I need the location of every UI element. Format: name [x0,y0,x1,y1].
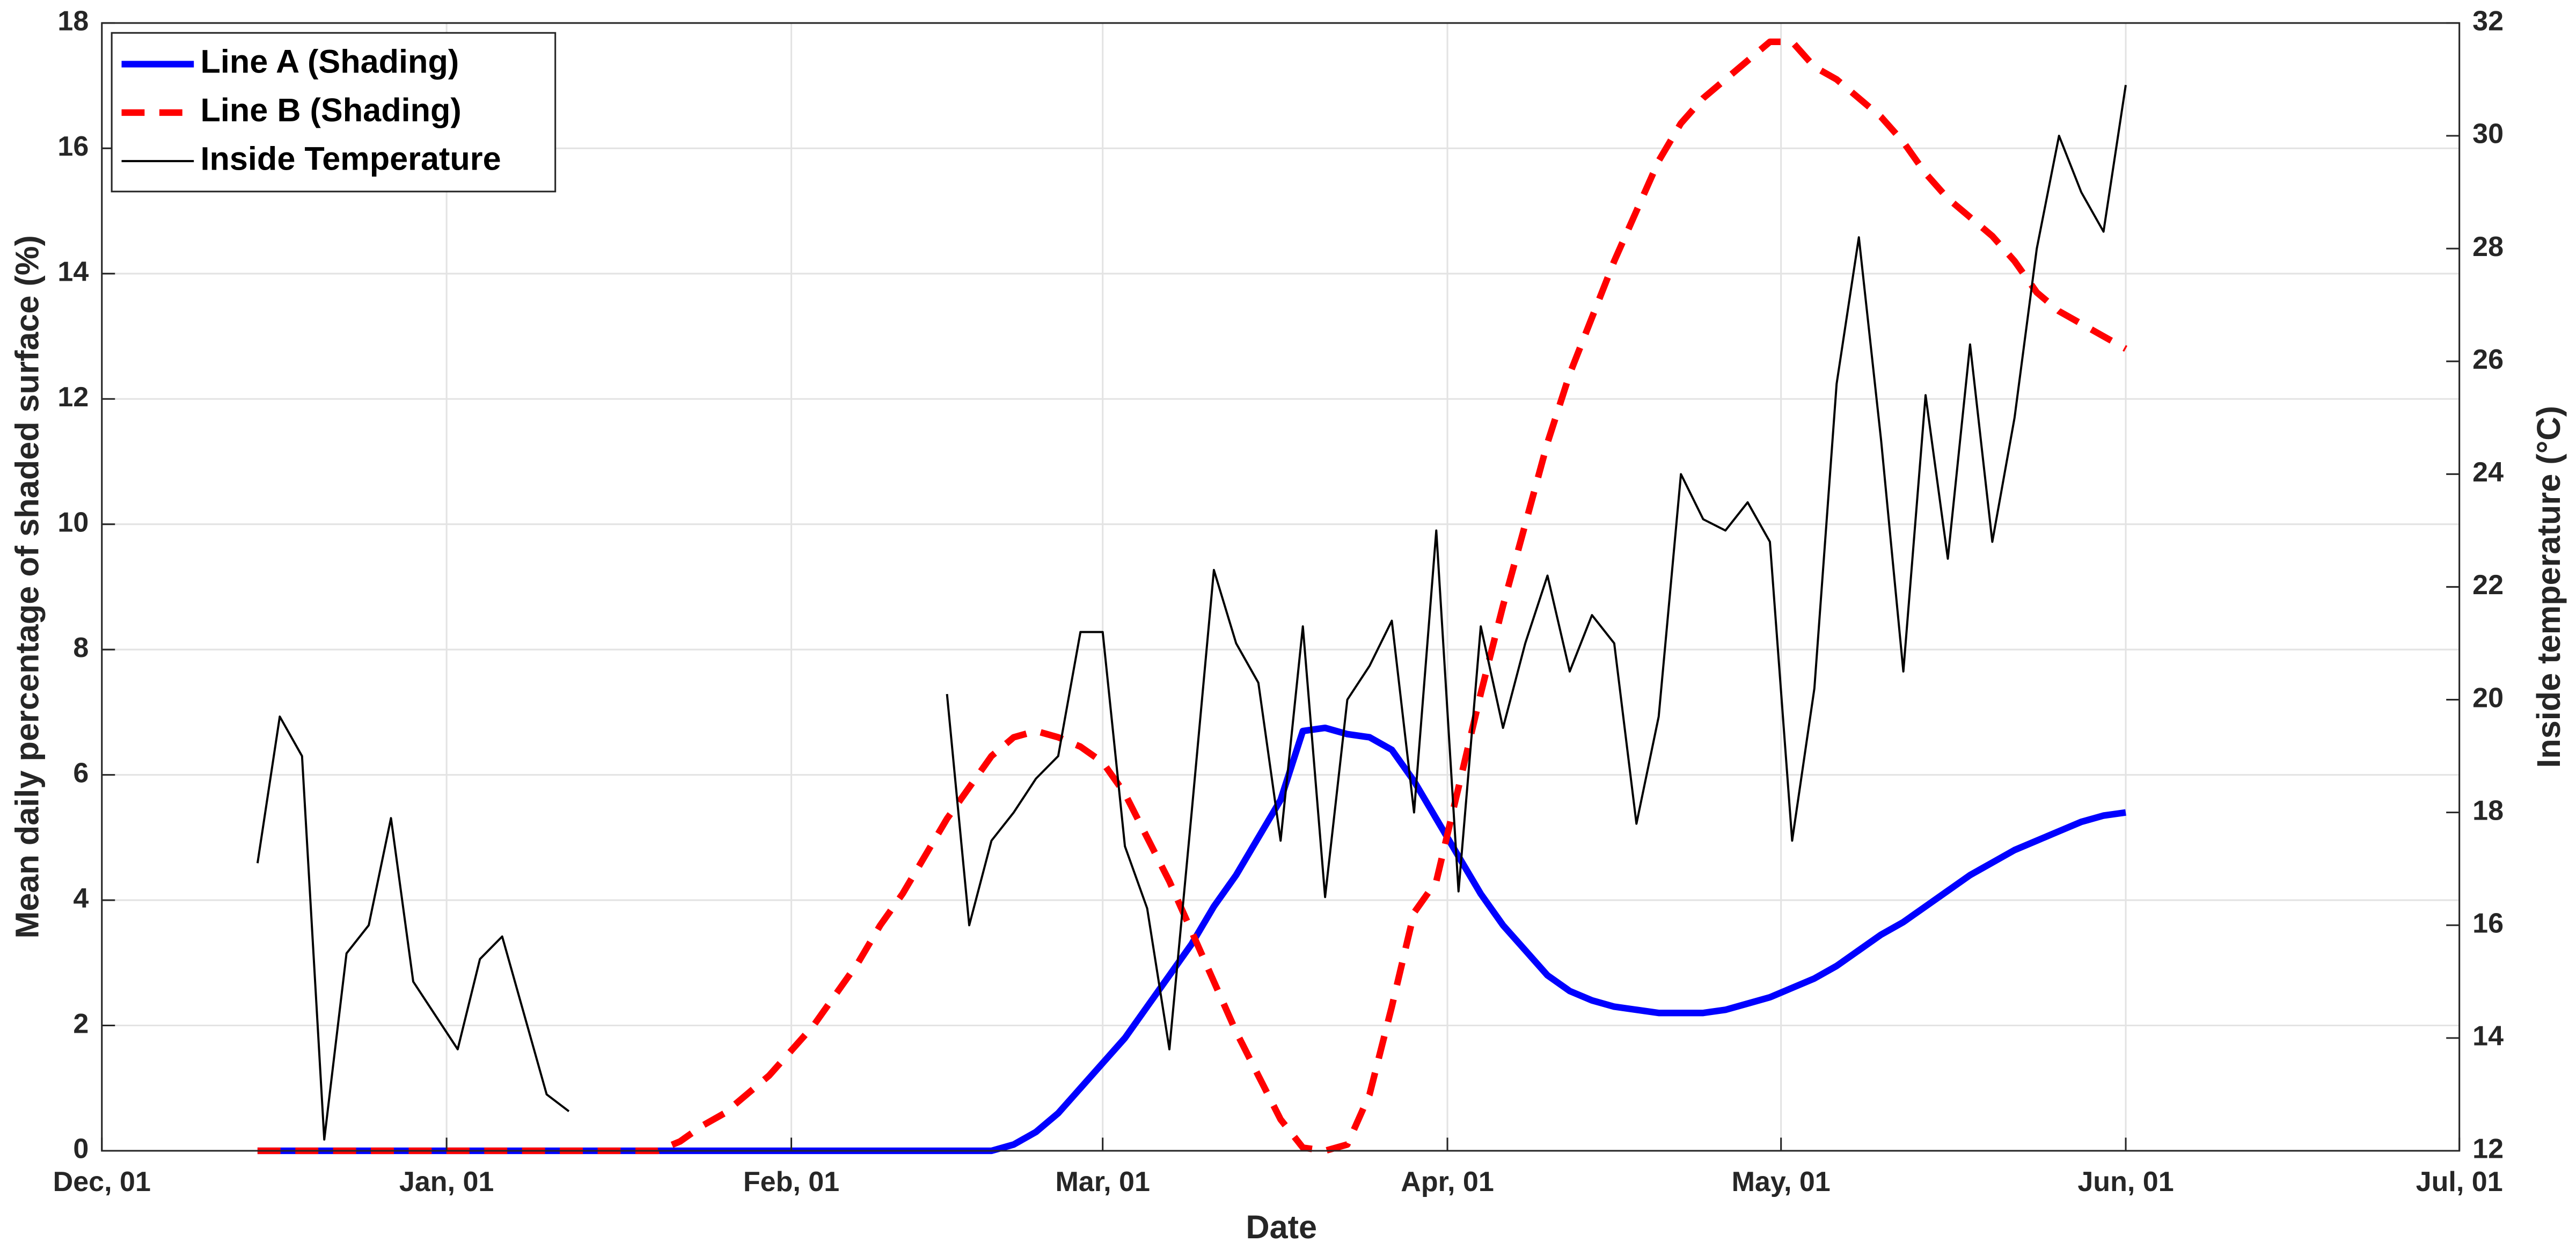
y2-tick-label: 22 [2472,569,2504,601]
x-tick-label: Jul, 01 [2416,1166,2503,1197]
plot-area [101,23,2460,1151]
y-tick-label: 10 [57,507,89,538]
y-axis-label: Mean daily percentage of shaded surface … [9,235,45,938]
legend-label: Inside Temperature [200,140,501,177]
y2-tick-label: 28 [2472,231,2504,262]
series-line [256,85,2127,1141]
legend-box [111,32,557,193]
y2-tick-label: 32 [2472,6,2504,37]
y2-tick-label: 30 [2472,119,2504,150]
x-tick-label: Feb, 01 [743,1166,839,1197]
y2-tick-label: 24 [2472,457,2504,488]
legend-label: Line B (Shading) [200,92,461,128]
y2-axis-label: Inside temperature (°C) [2530,406,2567,768]
x-tick-label: May, 01 [1732,1166,1831,1197]
legend-label: Line A (Shading) [200,43,459,80]
y-tick-label: 12 [57,382,89,413]
y2-tick-label: 16 [2472,908,2504,939]
y2-tick-label: 14 [2472,1021,2504,1052]
y-tick-label: 6 [73,757,89,788]
y-tick-label: 4 [73,883,89,914]
x-tick-label: Mar, 01 [1055,1166,1150,1197]
y2-tick-label: 18 [2472,795,2504,826]
y-tick-label: 16 [57,131,89,162]
x-tick-label: Apr, 01 [1401,1166,1494,1197]
y2-tick-label: 12 [2472,1134,2504,1165]
ticks: Dec, 01 Jan, 01 Feb, 01 Mar, 01 Apr, 01 May, … [53,6,2504,1197]
x-tick-label: Jan, 01 [399,1166,494,1197]
y-tick-label: 2 [73,1008,89,1039]
y2-tick-label: 26 [2472,344,2504,375]
y-tick-label: 0 [73,1134,89,1165]
x-axis-label: Date [1246,1209,1317,1245]
y-tick-label: 8 [73,632,89,663]
x-tick-label: Jun, 01 [2077,1166,2174,1197]
y-tick-label: 18 [57,6,89,37]
legend: Line A (Shading) Line B (Shading) Inside T… [111,32,557,193]
x-tick-label: Dec, 01 [53,1166,151,1197]
y-tick-label: 14 [57,257,89,288]
y2-tick-label: 20 [2472,682,2504,713]
